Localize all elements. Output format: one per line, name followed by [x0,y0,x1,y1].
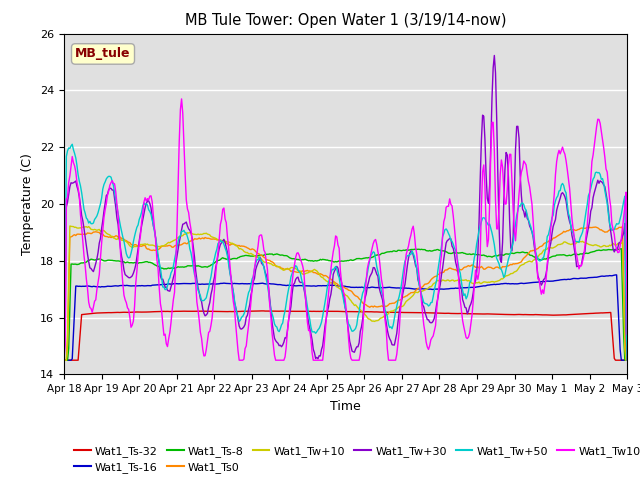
Wat1_Tw+50 [299,281,307,287]
Wat1_Ts0 [619,224,627,229]
Wat1_Tw+10 [299,271,307,277]
Line: Wat1_Tw+50: Wat1_Tw+50 [64,144,627,360]
Wat1_Ts0 [474,264,482,270]
Wat1_Tw+10 [237,246,244,252]
Wat1_Ts-8 [618,246,625,252]
Wat1_Tw+30 [490,53,498,59]
Wat1_Ts0 [298,268,305,274]
Wat1_Tw+50 [60,357,68,363]
Wat1_Tw+50 [376,283,384,288]
Wat1_Ts0 [236,242,243,248]
Wat1_Tw100 [623,331,631,337]
Wat1_Ts-16 [403,285,410,291]
Text: MB_tule: MB_tule [76,48,131,60]
Wat1_Ts-32 [476,311,483,317]
Y-axis label: Temperature (C): Temperature (C) [22,153,35,255]
Wat1_Tw+30 [236,323,243,329]
Wat1_Ts0 [403,293,410,299]
Line: Wat1_Ts-8: Wat1_Ts-8 [64,249,627,360]
Wat1_Ts-8 [236,254,243,260]
Wat1_Tw+30 [375,285,383,290]
Wat1_Ts-8 [375,252,383,258]
Legend: Wat1_Ts-32, Wat1_Ts-16, Wat1_Ts-8, Wat1_Ts0, Wat1_Tw+10, Wat1_Tw+30, Wat1_Tw+50,: Wat1_Ts-32, Wat1_Ts-16, Wat1_Ts-8, Wat1_… [70,441,640,478]
Wat1_Ts-8 [298,257,305,263]
Wat1_Tw100 [573,252,580,258]
Wat1_Ts-8 [572,252,579,257]
Wat1_Tw100 [376,265,384,271]
Wat1_Ts-8 [403,247,410,252]
Wat1_Ts0 [375,303,383,309]
Wat1_Ts-16 [474,284,482,290]
Wat1_Tw+10 [60,357,68,363]
Wat1_Ts-16 [612,272,620,278]
Wat1_Tw100 [403,247,411,253]
Wat1_Ts-32 [403,310,411,315]
Wat1_Ts-32 [60,357,68,363]
Wat1_Tw+50 [623,357,631,363]
Wat1_Ts-8 [623,357,631,363]
Wat1_Ts-8 [474,252,482,257]
Line: Wat1_Ts-16: Wat1_Ts-16 [64,275,627,360]
Wat1_Tw+10 [66,223,74,229]
Wat1_Tw+10 [403,298,411,303]
Wat1_Tw100 [178,96,186,102]
Wat1_Ts-16 [60,357,68,363]
Wat1_Tw100 [299,263,307,269]
Wat1_Tw+50 [68,142,76,147]
Title: MB Tule Tower: Open Water 1 (3/19/14-now): MB Tule Tower: Open Water 1 (3/19/14-now… [185,13,506,28]
Wat1_Ts-16 [572,276,579,281]
Wat1_Tw+50 [403,252,411,258]
Wat1_Tw+10 [573,240,580,245]
Wat1_Ts-8 [60,357,68,363]
Wat1_Ts-32 [236,309,243,314]
Wat1_Tw+10 [376,315,384,321]
Wat1_Ts0 [623,357,631,363]
Wat1_Tw+30 [573,264,580,270]
Wat1_Ts-16 [375,285,383,290]
Wat1_Tw+30 [60,357,68,363]
Wat1_Ts-16 [298,283,305,288]
Wat1_Tw+30 [403,272,410,278]
Wat1_Tw+50 [237,317,244,323]
Wat1_Ts0 [60,357,68,363]
Wat1_Ts0 [572,228,579,233]
Wat1_Ts-32 [259,308,266,314]
Wat1_Tw100 [476,269,483,275]
Wat1_Tw+30 [298,279,305,285]
X-axis label: Time: Time [330,400,361,413]
Line: Wat1_Ts-32: Wat1_Ts-32 [64,311,627,360]
Wat1_Tw+10 [623,357,631,363]
Line: Wat1_Tw+10: Wat1_Tw+10 [64,226,627,360]
Line: Wat1_Tw+30: Wat1_Tw+30 [64,56,627,360]
Wat1_Tw+50 [573,239,580,244]
Line: Wat1_Ts0: Wat1_Ts0 [64,227,627,360]
Wat1_Ts-32 [623,357,631,363]
Wat1_Ts-32 [299,309,307,314]
Wat1_Tw100 [60,357,68,363]
Wat1_Tw+30 [474,250,482,256]
Wat1_Ts-16 [623,357,631,363]
Wat1_Tw+10 [476,279,483,285]
Wat1_Ts-16 [236,281,243,287]
Wat1_Ts-32 [376,309,384,315]
Wat1_Tw+30 [623,357,631,363]
Wat1_Tw100 [237,357,244,363]
Line: Wat1_Tw100: Wat1_Tw100 [64,99,627,360]
Wat1_Ts-32 [573,312,580,317]
Wat1_Tw+50 [476,228,483,233]
